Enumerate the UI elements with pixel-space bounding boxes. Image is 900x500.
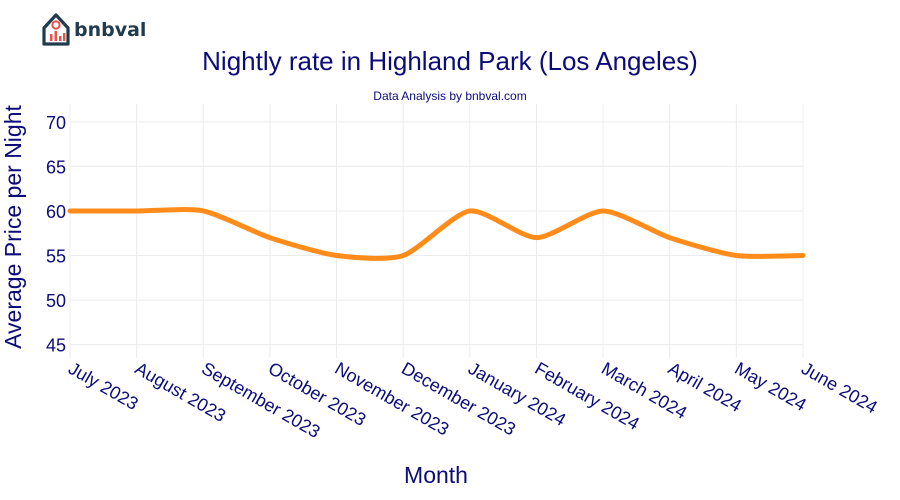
y-tick-label: 50 bbox=[46, 291, 66, 311]
series-line bbox=[67, 207, 806, 261]
data-point bbox=[734, 253, 739, 258]
y-axis-ticks: 45 50 55 60 65 70 bbox=[46, 113, 66, 356]
data-point bbox=[401, 253, 406, 258]
data-point bbox=[467, 208, 472, 213]
chart-title: Nightly rate in Highland Park (Los Angel… bbox=[202, 46, 698, 76]
x-tick-label: September 2023 bbox=[198, 358, 323, 442]
brand-logo: bnbval bbox=[42, 13, 146, 46]
y-tick-label: 60 bbox=[46, 202, 66, 222]
y-axis-title: Average Price per Night bbox=[0, 105, 26, 349]
y-tick-label: 70 bbox=[46, 113, 66, 133]
grid-lines bbox=[69, 104, 804, 358]
data-point bbox=[534, 235, 539, 240]
x-tick-label: December 2023 bbox=[398, 358, 519, 439]
y-tick-label: 65 bbox=[46, 157, 66, 177]
data-point bbox=[134, 208, 139, 213]
x-tick-label: July 2023 bbox=[65, 358, 142, 414]
data-point bbox=[267, 235, 272, 240]
x-tick-label: May 2024 bbox=[731, 358, 809, 415]
data-point bbox=[801, 253, 806, 258]
data-point bbox=[334, 253, 339, 258]
chart-subtitle: Data Analysis by bnbval.com bbox=[373, 89, 526, 103]
house-chart-icon bbox=[42, 13, 70, 46]
data-point bbox=[601, 208, 606, 213]
y-tick-label: 55 bbox=[46, 247, 66, 267]
brand-name: bnbval bbox=[74, 19, 146, 41]
x-tick-label: November 2023 bbox=[332, 358, 453, 439]
y-tick-label: 45 bbox=[46, 336, 66, 356]
data-point bbox=[667, 235, 672, 240]
x-axis-title: Month bbox=[404, 462, 468, 488]
x-tick-label: June 2024 bbox=[798, 358, 881, 417]
data-point bbox=[68, 208, 73, 213]
series-layer bbox=[67, 207, 806, 261]
data-point bbox=[201, 208, 206, 213]
